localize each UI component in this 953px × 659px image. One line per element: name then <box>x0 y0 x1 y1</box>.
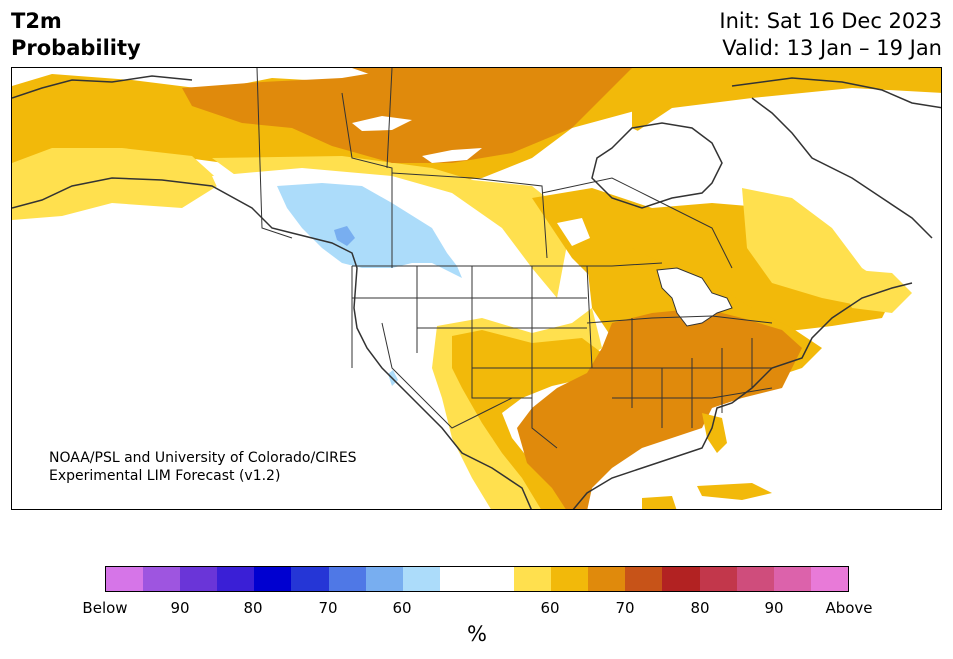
colorbar-segment <box>810 567 848 591</box>
colorbar-tick-label: 70 <box>615 599 635 617</box>
colorbar-segment <box>662 567 700 591</box>
title-line-2: Probability <box>11 36 141 60</box>
vancouver-blue-zone <box>334 226 355 246</box>
maritimes-yellow-zone <box>832 268 912 313</box>
colorbar-tick-label: 80 <box>243 599 263 617</box>
coastlines <box>12 75 941 509</box>
colorbar-segment <box>514 567 552 591</box>
southwest-yellow-zone <box>452 330 602 509</box>
colorbar-segment <box>143 567 181 591</box>
caribbean-yellow-zone <box>697 483 772 500</box>
arctic-inlet-1 <box>352 116 412 131</box>
colorbar-segment <box>476 567 515 591</box>
quebec-white-zone <box>612 88 941 298</box>
great-lakes-water <box>656 267 733 327</box>
southeast-orange-zone <box>517 308 802 509</box>
map-title: T2m Probability <box>11 8 141 62</box>
colorbar-segment <box>217 567 255 591</box>
colorbar-tick-label: 70 <box>318 599 338 617</box>
british-columbia-light-blue-zone <box>277 183 462 278</box>
yukon-light-yellow-zone <box>212 156 572 298</box>
colorbar-segment <box>180 567 218 591</box>
colorbar-tick-label: 90 <box>764 599 784 617</box>
colorbar-tick-label: 60 <box>540 599 560 617</box>
florida-yellow-zone <box>702 413 727 453</box>
northern-canada-orange-zone <box>182 68 632 163</box>
greenland-coast-yellow-zone <box>632 68 941 148</box>
probability-map <box>12 68 941 509</box>
credit-line-2: Experimental LIM Forecast (v1.2) <box>49 468 281 484</box>
colorbar-segment <box>439 567 477 591</box>
state-borders <box>256 68 773 449</box>
colorbar-segment <box>291 567 329 591</box>
yucatan-yellow-zone <box>642 496 677 509</box>
title-line-1: T2m <box>11 9 62 33</box>
colorbar-unit-label: % <box>467 622 487 646</box>
probability-colorbar <box>105 566 849 592</box>
map-panel <box>11 67 942 510</box>
colorbar-tick-label: 90 <box>170 599 190 617</box>
colorbar-tick-label: Above <box>825 599 873 617</box>
colorbar-segment <box>402 567 440 591</box>
prairie-lake <box>557 218 590 246</box>
arctic-islands-orange-zone <box>352 68 472 82</box>
colorbar-segment <box>588 567 626 591</box>
init-date: Init: Sat 16 Dec 2023 <box>719 9 942 33</box>
colorbar-segment <box>254 567 292 591</box>
colorbar-segment <box>699 567 737 591</box>
valid-date: Valid: 13 Jan – 19 Jan <box>722 36 942 60</box>
credit-line-1: NOAA/PSL and University of Colorado/CIRE… <box>49 450 357 466</box>
colorbar-segment <box>106 567 144 591</box>
colorbar-tick-label: 60 <box>392 599 412 617</box>
colorbar-segment <box>365 567 403 591</box>
colorbar-segment <box>625 567 663 591</box>
data-credit: NOAA/PSL and University of Colorado/CIRE… <box>49 449 357 485</box>
alaska-light-yellow-zone <box>12 148 222 220</box>
colorbar-tick-label: Below <box>82 599 128 617</box>
colorbar-segment <box>551 567 589 591</box>
colorbar-segment <box>736 567 774 591</box>
colorbar-tick-label: 80 <box>690 599 710 617</box>
arctic-inlet-2 <box>422 148 482 163</box>
forecast-dates: Init: Sat 16 Dec 2023 Valid: 13 Jan – 19… <box>719 8 942 62</box>
colorbar-segment <box>328 567 366 591</box>
colorbar-segment <box>773 567 811 591</box>
